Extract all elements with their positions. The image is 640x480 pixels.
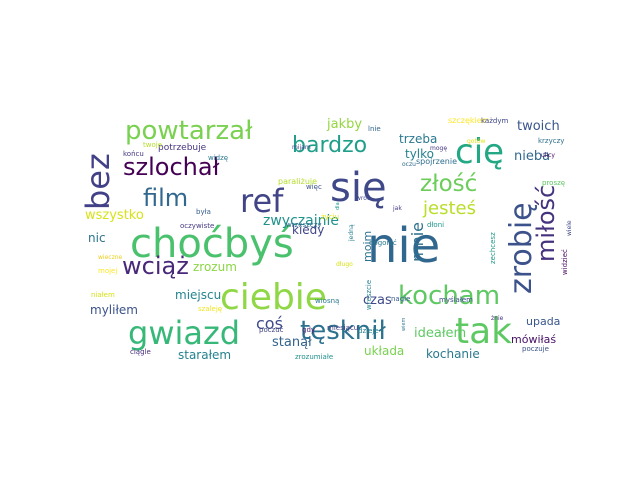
word-paralizuje: paraliżuje (278, 177, 318, 186)
word-jak: jak (393, 205, 402, 212)
word-wroc: wróć (356, 195, 371, 202)
word-stanal: stanął (272, 335, 312, 350)
word-zechcesz: zechcesz (489, 232, 497, 264)
word-film: film (143, 184, 189, 212)
word-czas: czas (363, 293, 392, 308)
word-nic: nic (88, 231, 106, 245)
word-nagle: nagle (391, 295, 411, 303)
word-widze: widzę (208, 154, 229, 162)
word-kocham: kocham (398, 281, 501, 311)
word-uklada: układa (364, 344, 405, 358)
word-mijam: mijam (292, 144, 311, 151)
word-trzeba: trzeba (399, 132, 438, 146)
word-zrozum: zrozum (193, 260, 237, 274)
word-jestes: jesteś (423, 198, 476, 219)
word-jakby: jakby (327, 117, 363, 132)
word-nie: nie (367, 218, 441, 274)
word-jedna: jedną (348, 224, 355, 241)
word-tesknil: tęsknił (300, 316, 386, 346)
word-mowilas: mówiłaś (511, 333, 557, 346)
word-chocbys: choćbyś (130, 221, 294, 267)
word-potrzebuje: potrzebuje (158, 143, 207, 153)
word-znie: żnie (491, 315, 504, 322)
word-mnie: mnie (408, 221, 427, 262)
word-szaleje: szaleję (198, 305, 223, 313)
word-dlugo: długo (336, 261, 353, 268)
word-tak: tak (455, 311, 513, 352)
word-zrozumiale: zrozumiałe (295, 353, 334, 361)
word-wieczne: wieczne (98, 254, 123, 261)
word-gwiazd: gwiazd (128, 314, 241, 352)
word-poczuc: poczuć (259, 326, 284, 334)
word-prosze: proszę (542, 179, 566, 187)
word-szczekiem: szczękiem (448, 116, 490, 125)
word-wrzeszczy: wrzeszczy (286, 221, 322, 229)
word-upada: upada (526, 315, 561, 328)
word-miejscu: miejscu (175, 288, 222, 302)
word-wiosna: wiosną (315, 297, 340, 305)
word-wciaz: wciąż (122, 252, 189, 280)
word-idealem: ideałem (414, 326, 467, 341)
word-zyciu: życiu (321, 213, 340, 221)
word-krzyczy: krzyczy (538, 137, 565, 145)
word-mojej: mojej (98, 267, 118, 275)
word-gotow: gotów (467, 138, 486, 145)
word-wiele: wiele (566, 220, 573, 236)
word-szlochal: szlochał (123, 153, 220, 181)
word-dzieje: dzieje (358, 327, 379, 335)
word-gdy: gdy (302, 326, 316, 334)
word-cie: cię (455, 132, 505, 172)
word-ref: ref (240, 182, 284, 220)
word-tylko: tylko (405, 147, 435, 161)
word-cos: coś (256, 314, 283, 333)
word-myslalem: myślałem (439, 296, 473, 304)
word-twoich: twoich (517, 119, 560, 134)
word-nialem: niałem (91, 291, 115, 299)
word-wreszcie: wreszcie (365, 279, 373, 310)
word-lnie: lnie (368, 125, 381, 133)
word-dloni: dłoni (427, 221, 445, 229)
word-bardzo: bardzo (292, 133, 368, 158)
word-dogonic: dogonić (369, 239, 397, 247)
word-nieba: nieba (514, 149, 551, 164)
word-twoje: twoje (143, 141, 163, 149)
word-widziec: widzieć (561, 249, 569, 275)
word-byla: była (196, 208, 211, 216)
word-spojrzenie: spojrzenie (416, 157, 457, 166)
word-kochanie: kochanie (426, 347, 480, 361)
word-zlosc: złość (420, 171, 478, 197)
word-milosc: miłość (532, 184, 560, 262)
word-ciagle: ciągle (130, 348, 151, 356)
word-miesiacu: miesiącu (327, 324, 359, 332)
word-dla: dla (335, 202, 341, 210)
word-poczuje: poczuje (522, 345, 549, 353)
word-zwyczajnie: zwyczajnie (263, 213, 339, 229)
word-moge: mogę (430, 145, 448, 152)
word-wiem: wiem (401, 317, 407, 331)
word-kazdym: każdym (481, 117, 509, 125)
word-sie: się (330, 165, 387, 211)
word-mylilem: myliłem (90, 303, 138, 317)
word-staralem: starałem (178, 348, 232, 362)
word-oczywiste: oczywiste (180, 222, 215, 230)
word-wszystko: wszystko (85, 208, 144, 223)
word-bez: bez (79, 153, 117, 210)
word-powtarzal: powtarzał (125, 116, 253, 146)
word-koncu: końcu (123, 150, 144, 158)
word-wiec: więc (306, 183, 322, 191)
word-oczu: oczu (402, 161, 416, 168)
word-ciebie: ciebie (220, 277, 327, 318)
word-kiedy: kiedy (292, 223, 325, 237)
word-ulicy: ulicy (541, 152, 555, 159)
